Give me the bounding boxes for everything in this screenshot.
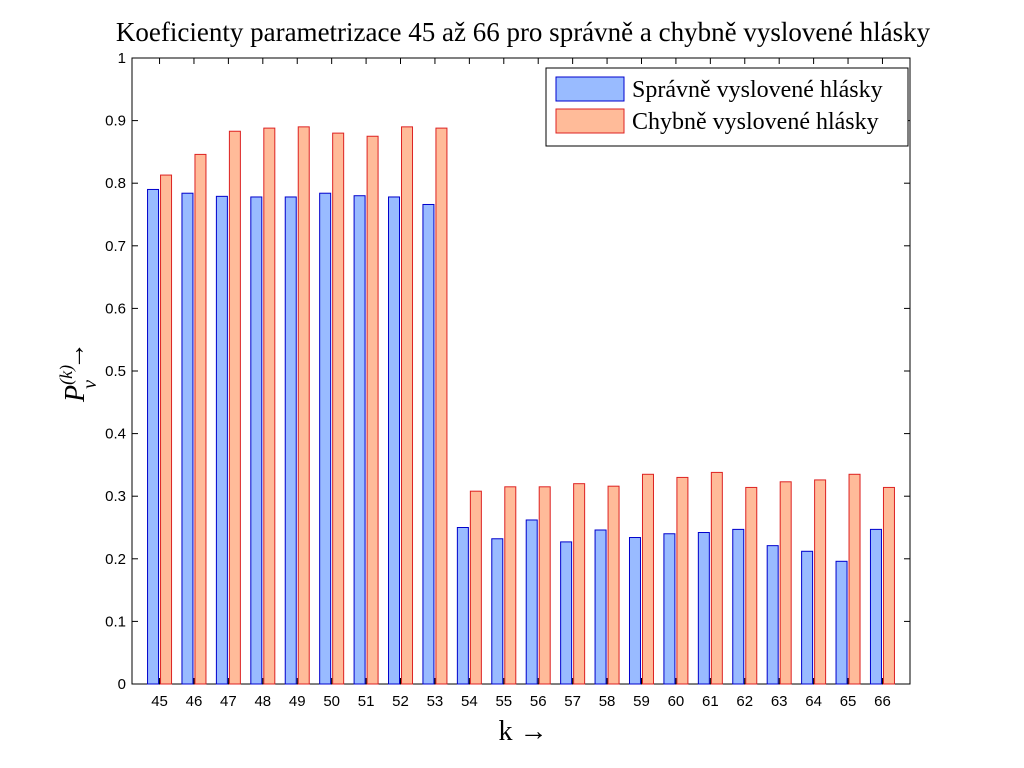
bar-chybne-58 xyxy=(607,485,620,685)
bar-spravne-60 xyxy=(663,533,676,685)
plot-frame xyxy=(131,57,911,685)
bar-spravne-66 xyxy=(869,528,882,685)
y-tick-label: 0.7 xyxy=(105,238,126,255)
x-tick-label: 50 xyxy=(323,693,340,710)
y-tick-label: 0 xyxy=(118,676,126,693)
bar-chybne-60 xyxy=(676,476,689,685)
bar-chybne-48 xyxy=(263,127,276,685)
bar-chybne-54 xyxy=(469,490,482,685)
bar-spravne-54 xyxy=(456,527,469,685)
y-tick-label: 0.4 xyxy=(105,426,126,443)
y-tick-label: 0.2 xyxy=(105,551,126,568)
bar-spravne-45 xyxy=(147,188,160,685)
x-tick-label: 48 xyxy=(254,693,271,710)
bar-chybne-63 xyxy=(779,481,792,685)
x-tick-label: 55 xyxy=(495,693,512,710)
y-axis-label-arrow: → xyxy=(60,342,91,370)
x-tick-label: 57 xyxy=(564,693,581,710)
bar-spravne-50 xyxy=(319,192,332,685)
x-tick-label: 54 xyxy=(461,693,478,710)
bar-spravne-59 xyxy=(628,537,641,685)
bar-chybne-65 xyxy=(848,473,861,685)
plot-area xyxy=(131,57,911,685)
y-axis-label-sup: (k) xyxy=(56,365,77,385)
bar-spravne-64 xyxy=(801,550,814,685)
x-tick-label: 51 xyxy=(358,693,375,710)
x-tick-label: 66 xyxy=(874,693,891,710)
bar-spravne-65 xyxy=(835,560,848,685)
bar-chybne-62 xyxy=(745,486,758,685)
bar-spravne-55 xyxy=(491,538,504,685)
bar-chybne-56 xyxy=(538,486,551,685)
x-tick-label: 53 xyxy=(427,693,444,710)
bar-chybne-47 xyxy=(228,130,241,685)
bar-spravne-57 xyxy=(560,541,573,685)
bar-chybne-57 xyxy=(573,483,586,685)
bars-group xyxy=(147,126,895,685)
bar-spravne-53 xyxy=(422,203,435,685)
bar-spravne-46 xyxy=(181,192,194,685)
bar-chybne-55 xyxy=(504,486,517,685)
y-axis-label: P(k) v → xyxy=(56,342,101,403)
bar-chybne-49 xyxy=(297,126,310,685)
y-tick-label: 0.8 xyxy=(105,175,126,192)
x-axis-label: k → xyxy=(499,716,548,747)
x-tick-label: 63 xyxy=(771,693,788,710)
bar-spravne-51 xyxy=(353,195,366,685)
y-tick-label: 0.5 xyxy=(105,363,126,380)
bar-spravne-48 xyxy=(250,196,263,685)
x-tick-label: 62 xyxy=(736,693,753,710)
y-axis-label-main: P xyxy=(60,385,91,403)
bar-chybne-45 xyxy=(160,174,173,685)
legend-label-spravne: Správně vyslovené hlásky xyxy=(632,77,883,103)
bar-spravne-61 xyxy=(697,532,710,685)
bar-chybne-46 xyxy=(194,153,207,685)
bar-chybne-52 xyxy=(401,126,414,685)
bar-spravne-56 xyxy=(525,519,538,685)
y-axis-label-sub: v xyxy=(79,380,101,389)
bar-chybne-50 xyxy=(332,132,345,685)
bar-spravne-47 xyxy=(215,195,228,685)
x-tick-label: 45 xyxy=(151,693,168,710)
x-tick-label: 59 xyxy=(633,693,650,710)
x-tick-label: 60 xyxy=(668,693,685,710)
bar-chybne-64 xyxy=(814,479,827,685)
legend-swatch-chybne xyxy=(555,108,625,134)
bar-spravne-58 xyxy=(594,529,607,685)
x-tick-label: 47 xyxy=(220,693,237,710)
x-tick-label: 49 xyxy=(289,693,306,710)
y-tick-label: 1 xyxy=(118,50,126,67)
y-axis-ticks: 0 0.1 0.2 0.3 0.4 0.5 0.6 0.7 0.8 0.9 1 xyxy=(105,50,910,693)
bar-chybne-66 xyxy=(882,486,895,685)
y-tick-label: 0.1 xyxy=(105,613,126,630)
x-tick-label: 65 xyxy=(840,693,857,710)
svg-text:P(k)v→: P(k) v → xyxy=(56,342,101,403)
legend-swatch-spravne xyxy=(555,76,625,102)
bar-spravne-52 xyxy=(388,196,401,685)
bar-spravne-49 xyxy=(284,196,297,685)
chart-title: Koeficienty parametrizace 45 až 66 pro s… xyxy=(116,17,931,47)
x-tick-label: 52 xyxy=(392,693,409,710)
legend: Správně vyslovené hlásky Chybně vyslovené… xyxy=(545,67,909,147)
x-tick-label: 64 xyxy=(805,693,822,710)
bar-chybne-51 xyxy=(366,135,379,685)
x-tick-label: 56 xyxy=(530,693,547,710)
x-tick-label: 46 xyxy=(186,693,203,710)
x-tick-label: 61 xyxy=(702,693,719,710)
y-tick-label: 0.3 xyxy=(105,488,126,505)
bar-chybne-59 xyxy=(641,473,654,685)
bar-spravne-62 xyxy=(732,528,745,685)
bar-chybne-61 xyxy=(710,471,723,685)
x-axis-ticks: 45 46 47 48 49 50 51 52 53 54 55 56 57 58 59 60 61 62 63 64… xyxy=(151,58,891,710)
bar-chybne-53 xyxy=(435,127,448,685)
y-tick-label: 0.6 xyxy=(105,300,126,317)
bar-spravne-63 xyxy=(766,545,779,685)
y-tick-label: 0.9 xyxy=(105,113,126,130)
legend-label-chybne: Chybně vyslovené hlásky xyxy=(632,109,879,135)
x-tick-label: 58 xyxy=(599,693,616,710)
